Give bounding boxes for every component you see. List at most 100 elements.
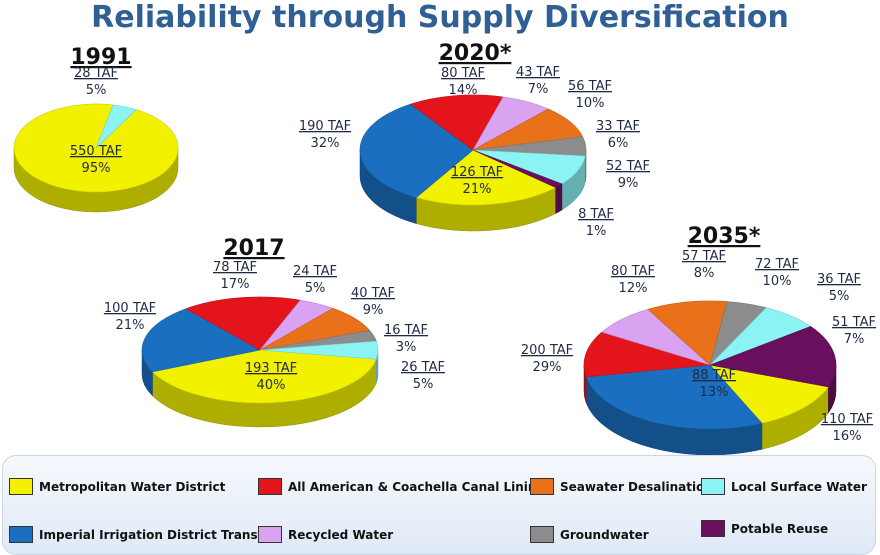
legend-item-iid-transfer: Imperial Irrigation District Transfer [9, 526, 277, 543]
slice-pct-label: 7% [844, 332, 865, 347]
pie-slice [185, 296, 301, 351]
slice-taf-label: 78 TAF [213, 260, 257, 275]
pie-side-wall [555, 183, 563, 214]
slice-pct-label: 95% [82, 161, 111, 176]
slice-pct-label: 5% [829, 289, 850, 304]
slice-pct-label: 17% [221, 277, 250, 292]
pie-slice [409, 94, 504, 151]
pie-slice [95, 104, 137, 149]
legend-swatch [258, 526, 282, 543]
slice-taf-label: 80 TAF [611, 264, 655, 279]
slice-pct-label: 5% [86, 83, 107, 98]
legend-label: Groundwater [560, 527, 649, 542]
slice-taf-label: 36 TAF [817, 272, 861, 287]
slice-taf-label: 28 TAF [74, 66, 118, 81]
pie-slice [708, 326, 837, 388]
slice-taf-label: 88 TAF [692, 368, 736, 383]
slice-pct-label: 10% [576, 96, 605, 111]
slice-pct-label: 9% [363, 303, 384, 318]
slice-taf-label: 110 TAF [821, 412, 873, 427]
legend-item-local-surface: Local Surface Water [701, 478, 867, 495]
pie-slice [359, 103, 474, 198]
legend-label: Recycled Water [288, 527, 394, 542]
pie-2035: 2035* 88 TAF 13% 200 TAF 29% 80 TAF 12% 57 TAF 8… [521, 224, 876, 456]
legend-swatch [530, 478, 554, 495]
slice-taf-label: 43 TAF [516, 65, 560, 80]
slice-pct-label: 32% [311, 136, 340, 151]
slice-pct-label: 40% [257, 378, 286, 393]
slice-taf-label: 8 TAF [578, 207, 614, 222]
legend-item-mwd: Metropolitan Water District [9, 478, 225, 495]
pie-slice [472, 149, 563, 188]
pie-slice [585, 364, 763, 430]
slice-pct-label: 14% [449, 83, 478, 98]
slice-taf-label: 72 TAF [755, 257, 799, 272]
legend-item-potable-reuse: Potable Reuse [701, 520, 828, 537]
pie-slice [415, 149, 557, 206]
slice-pct-label: 9% [618, 176, 639, 191]
pie-year-title: 1991 [70, 45, 131, 70]
pie-charts: 1991 550 TAF 95% 28 TAF 5% 2020* 126 TAF 21% 190… [13, 41, 876, 456]
slice-pct-label: 6% [608, 136, 629, 151]
chart-title: Reliability through Supply Diversificati… [91, 0, 789, 35]
slice-taf-label: 100 TAF [104, 301, 156, 316]
slice-pct-label: 7% [528, 82, 549, 97]
slice-taf-label: 24 TAF [293, 264, 337, 279]
legend-swatch [530, 526, 554, 543]
slice-taf-label: 56 TAF [568, 79, 612, 94]
slice-pct-label: 13% [700, 385, 729, 400]
legend-item-groundwater: Groundwater [530, 526, 649, 543]
legend-swatch [701, 520, 725, 537]
pie-year-title: 2017 [223, 236, 284, 261]
legend-swatch [9, 478, 33, 495]
slice-taf-label: 550 TAF [70, 144, 122, 159]
slice-taf-label: 51 TAF [832, 315, 876, 330]
slice-taf-label: 193 TAF [245, 361, 297, 376]
slice-taf-label: 200 TAF [521, 343, 573, 358]
pie-slice [647, 300, 728, 366]
pie-slice [151, 349, 377, 404]
pie-slice [709, 364, 829, 424]
pie-slice [141, 308, 261, 373]
slice-pct-label: 21% [116, 318, 145, 333]
slice-taf-label: 33 TAF [596, 119, 640, 134]
slice-pct-label: 12% [619, 281, 648, 296]
pie-year-title: 2035* [688, 224, 761, 249]
legend: Metropolitan Water District All American… [2, 455, 876, 555]
slice-pct-label: 16% [833, 429, 862, 444]
slice-pct-label: 8% [694, 266, 715, 281]
legend-item-recycled: Recycled Water [258, 526, 393, 543]
slice-pct-label: 5% [305, 281, 326, 296]
legend-label: Potable Reuse [731, 521, 829, 536]
slice-pct-label: 10% [763, 274, 792, 289]
pie-year-title: 2020* [439, 41, 512, 66]
slice-taf-label: 26 TAF [401, 360, 445, 375]
pie-2020: 2020* 126 TAF 21% 190 TAF 32% 80 TAF 14% 43 TAF… [299, 41, 650, 239]
legend-swatch [701, 478, 725, 495]
legend-item-canal-lining: All American & Coachella Canal Lining [258, 478, 545, 495]
slice-taf-label: 126 TAF [451, 165, 503, 180]
legend-label: Local Surface Water [731, 479, 867, 494]
slice-taf-label: 80 TAF [441, 66, 485, 81]
slice-taf-label: 16 TAF [384, 323, 428, 338]
legend-label: All American & Coachella Canal Lining [288, 479, 546, 494]
slice-taf-label: 40 TAF [351, 286, 395, 301]
legend-swatch [258, 478, 282, 495]
slice-taf-label: 190 TAF [299, 119, 351, 134]
slice-pct-label: 21% [463, 182, 492, 197]
slice-pct-label: 29% [533, 360, 562, 375]
legend-label: Seawater Desalination [560, 479, 713, 494]
slice-pct-label: 3% [396, 340, 417, 355]
legend-swatch [9, 526, 33, 543]
legend-label: Metropolitan Water District [39, 479, 226, 494]
pie-slice [259, 340, 379, 360]
legend-item-seawater: Seawater Desalination [530, 478, 713, 495]
slice-pct-label: 5% [413, 377, 434, 392]
pie-slice [583, 331, 711, 378]
legend-label: Imperial Irrigation District Transfer [39, 527, 277, 542]
pie-1991: 1991 550 TAF 95% 28 TAF 5% [13, 45, 179, 213]
pie-2017: 2017 193 TAF 40% 100 TAF 21% 78 TAF 17% 24 TAF 5… [104, 236, 445, 428]
slice-taf-label: 52 TAF [606, 159, 650, 174]
slice-pct-label: 1% [586, 224, 607, 239]
slice-taf-label: 57 TAF [682, 249, 726, 264]
